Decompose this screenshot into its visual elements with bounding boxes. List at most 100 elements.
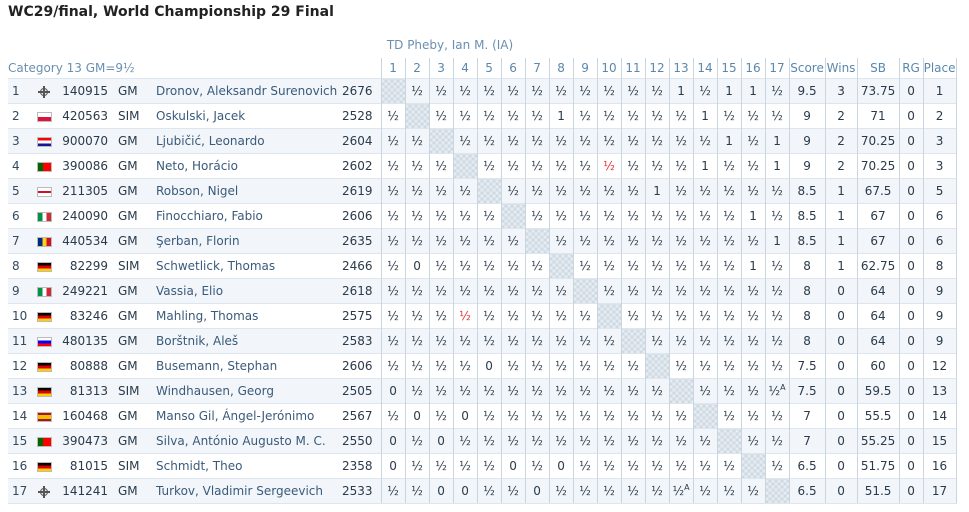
result-cell[interactable]: ½ (476, 128, 502, 154)
result-cell[interactable]: ½ (620, 153, 646, 179)
result-cell[interactable]: 1 (740, 78, 766, 104)
result-cell[interactable]: ½ (476, 303, 502, 329)
result-cell[interactable]: ½ (380, 228, 406, 254)
table-row[interactable]: 8 82299 SIM Schwetlick, Thomas 2466 ½ 0 ½ ½ ½ ½ ½ ½ ½… (8, 253, 957, 279)
result-cell[interactable]: 1 (764, 128, 790, 154)
result-cell[interactable]: ½ (596, 378, 622, 404)
result-cell[interactable]: ½ (764, 178, 790, 204)
result-cell[interactable]: ½ (692, 178, 718, 204)
result-cell[interactable]: 0 (452, 478, 478, 504)
result-cell[interactable]: ½ (668, 428, 694, 454)
player-name-link[interactable]: Robson, Nigel (152, 178, 342, 204)
table-row[interactable]: 4 390086 GM Neto, Horácio 2602 ½ ½ ½ ½ ½ ½ ½ ½ ½ ½ ½ ½ 1 ½… (8, 153, 957, 179)
result-cell[interactable]: ½ (740, 428, 766, 454)
result-cell[interactable]: ½ (740, 353, 766, 379)
result-cell[interactable]: ½ (716, 228, 742, 254)
result-cell[interactable]: ½ (452, 278, 478, 304)
result-cell[interactable]: ½ (620, 128, 646, 154)
result-cell[interactable]: ½ (740, 128, 766, 154)
result-cell[interactable]: ½ (692, 428, 718, 454)
table-row[interactable]: 5 211305 GM Robson, Nigel 2619 ½ ½ ½ ½ ½ ½ ½ ½ ½ ½ 1 ½ ½ ½… (8, 178, 957, 204)
result-cell[interactable]: ½ (428, 253, 454, 279)
result-cell[interactable]: ½ (404, 478, 430, 504)
result-cell[interactable]: 1 (764, 153, 790, 179)
result-cell[interactable]: ½ (644, 203, 670, 229)
result-cell[interactable]: ½ (572, 303, 598, 329)
result-cell[interactable]: ½ (548, 228, 574, 254)
result-cell[interactable]: 0 (380, 378, 406, 404)
result-cell[interactable]: ½ (644, 453, 670, 479)
round-header[interactable]: 1 (380, 58, 406, 79)
result-cell[interactable]: 1 (740, 203, 766, 229)
round-header[interactable]: 4 (452, 58, 478, 79)
result-cell[interactable]: ½ (452, 128, 478, 154)
result-cell[interactable]: ½ (428, 78, 454, 104)
result-cell[interactable]: ½ (644, 278, 670, 304)
result-cell[interactable]: ½ (740, 378, 766, 404)
result-cell[interactable]: ½ (452, 228, 478, 254)
result-cell[interactable]: ½ (380, 478, 406, 504)
result-cell[interactable]: ½ (548, 378, 574, 404)
table-row[interactable]: 17 141241 GM Turkov, Vladimir Sergeevich 253… (8, 478, 957, 504)
round-header[interactable]: 6 (500, 58, 526, 79)
result-cell[interactable]: ½ (476, 328, 502, 354)
result-cell[interactable]: ½ (596, 78, 622, 104)
round-header[interactable]: 3 (428, 58, 454, 79)
round-header[interactable]: 12 (644, 58, 670, 79)
result-cell[interactable]: ½ (500, 153, 526, 179)
result-cell[interactable]: ½ (644, 153, 670, 179)
result-cell[interactable]: ½ (764, 203, 790, 229)
result-cell[interactable]: ½ (668, 278, 694, 304)
result-cell[interactable]: ½ (596, 253, 622, 279)
result-cell[interactable]: ½ (428, 353, 454, 379)
result-cell[interactable]: ½ (500, 428, 526, 454)
result-cell[interactable]: ½ (404, 203, 430, 229)
result-cell[interactable]: ½ (692, 228, 718, 254)
round-header[interactable]: 7 (524, 58, 550, 79)
result-cell[interactable]: ½ (620, 303, 646, 329)
result-cell[interactable]: ½ (452, 328, 478, 354)
result-cell[interactable]: ½ (500, 128, 526, 154)
result-cell[interactable]: 1 (668, 78, 694, 104)
player-name-link[interactable]: Schwetlick, Thomas (152, 253, 342, 279)
result-cell[interactable]: ½ (572, 453, 598, 479)
player-name-link[interactable]: Silva, António Augusto M. C. (152, 428, 342, 454)
result-cell[interactable]: ½ (428, 328, 454, 354)
result-cell[interactable]: ½ (596, 428, 622, 454)
player-name-link[interactable]: Neto, Horácio (152, 153, 342, 179)
result-cell[interactable]: ½ (620, 228, 646, 254)
result-cell[interactable]: ½ (668, 403, 694, 429)
result-cell[interactable]: ½ (404, 128, 430, 154)
player-name-link[interactable]: Ljubičić, Leonardo (152, 128, 342, 154)
result-cell[interactable]: ½ (404, 228, 430, 254)
result-cell[interactable]: ½ (476, 253, 502, 279)
result-cell[interactable]: ½ (620, 103, 646, 129)
result-cell[interactable]: ½ (644, 403, 670, 429)
result-cell[interactable]: ½ (764, 353, 790, 379)
result-cell[interactable]: ½ (404, 178, 430, 204)
result-cell[interactable]: ½ (428, 378, 454, 404)
result-cell[interactable]: ½ (452, 353, 478, 379)
result-cell[interactable]: 0 (524, 478, 550, 504)
result-cell[interactable]: ½ (524, 203, 550, 229)
result-cell[interactable]: ½ (716, 303, 742, 329)
result-cell[interactable]: ½ (572, 478, 598, 504)
result-cell[interactable]: 0 (380, 453, 406, 479)
result-cell[interactable]: ½ (548, 303, 574, 329)
result-cell[interactable]: ½ (476, 153, 502, 179)
result-cell[interactable]: ½ (524, 453, 550, 479)
result-cell[interactable]: ½ (500, 278, 526, 304)
result-cell[interactable]: ½ (668, 203, 694, 229)
result-cell[interactable]: ½ (668, 353, 694, 379)
score-header[interactable]: Score (788, 58, 826, 79)
result-cell[interactable]: ½ (764, 253, 790, 279)
result-cell[interactable]: ½ (668, 103, 694, 129)
result-cell[interactable]: 0 (428, 428, 454, 454)
result-cell[interactable]: 0 (452, 403, 478, 429)
result-cell[interactable]: 0 (404, 403, 430, 429)
result-cell[interactable]: ½ (572, 103, 598, 129)
result-cell[interactable]: ½ (572, 178, 598, 204)
result-cell[interactable]: ½ (716, 153, 742, 179)
result-cell[interactable]: 1 (740, 253, 766, 279)
result-cell[interactable]: ½ (500, 478, 526, 504)
